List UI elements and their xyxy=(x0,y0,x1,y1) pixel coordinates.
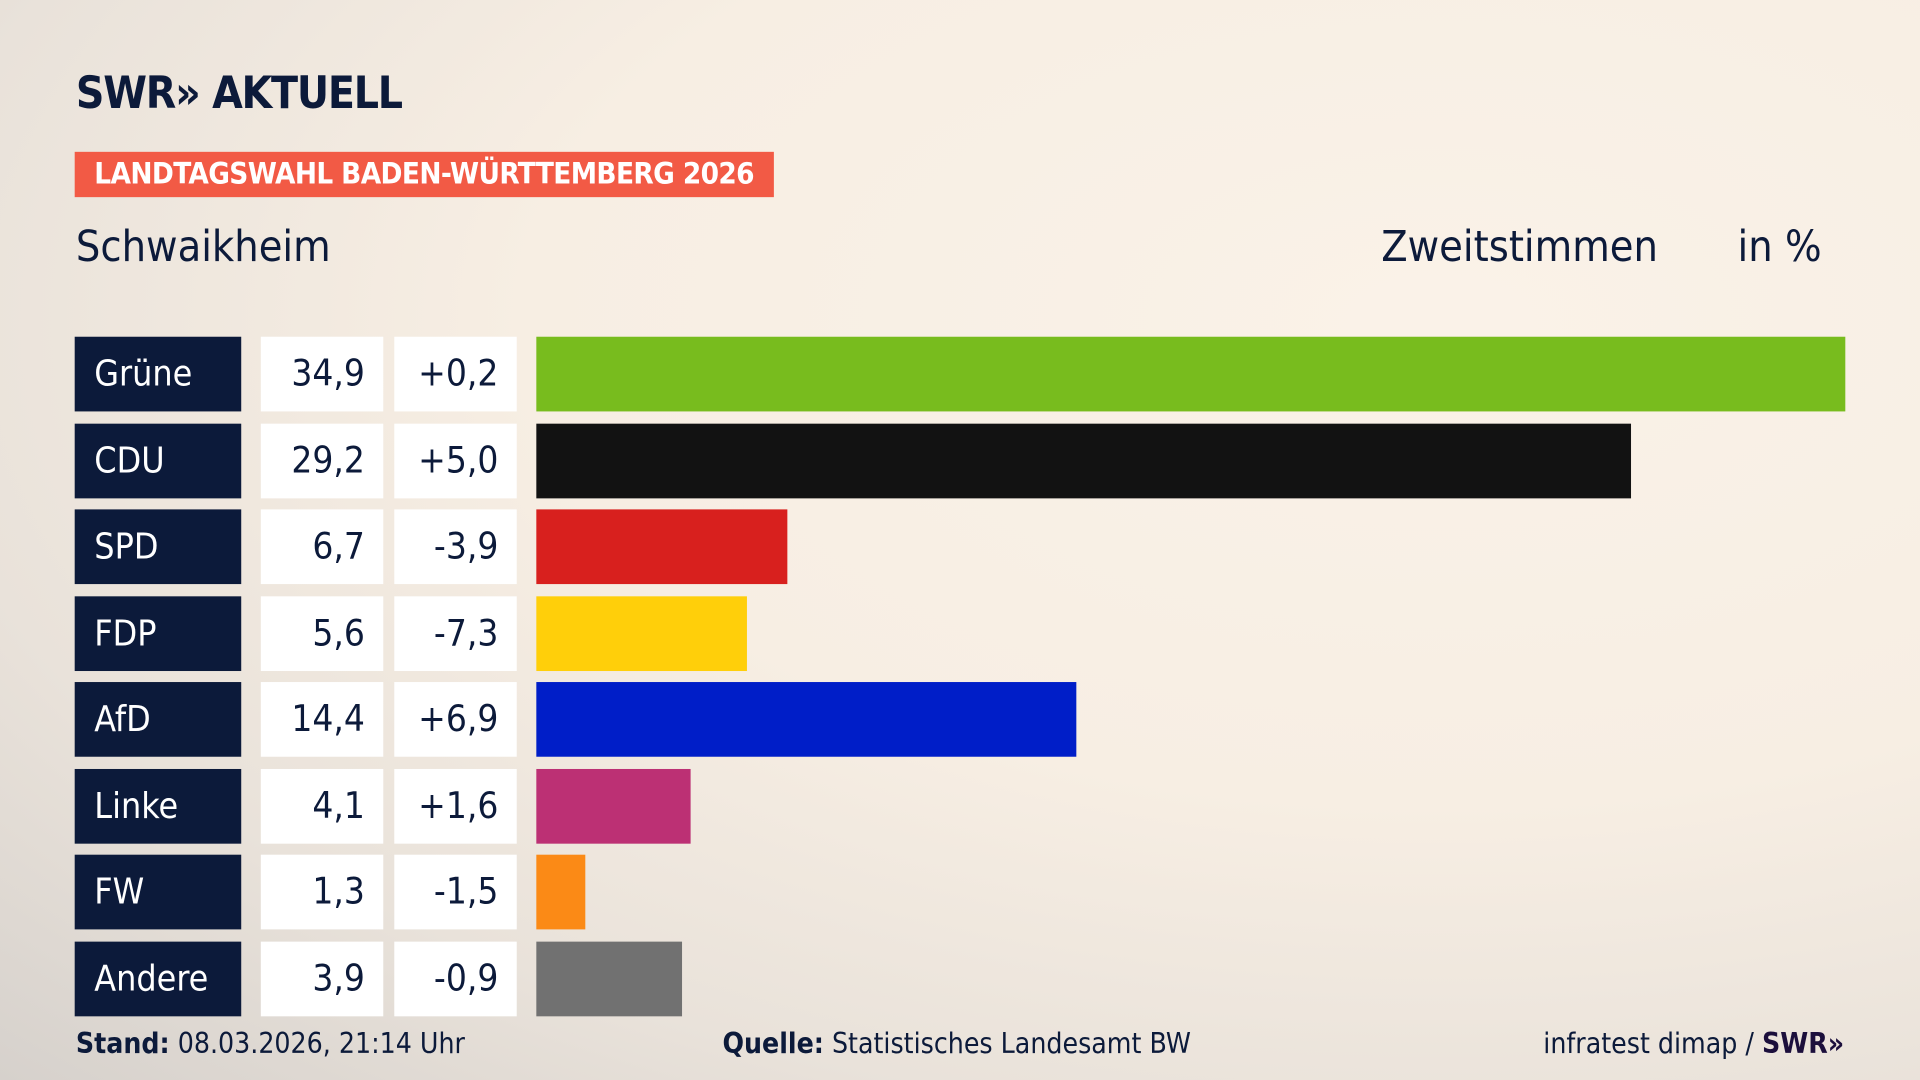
diff-label: -3,9 xyxy=(394,509,517,585)
party-label: FDP xyxy=(74,595,242,671)
value-label: 6,7 xyxy=(260,509,384,585)
value-label: 3,9 xyxy=(260,941,384,1016)
diff-label: -0,9 xyxy=(394,941,517,1016)
value-label: 1,3 xyxy=(260,854,384,930)
bar xyxy=(536,423,1632,498)
stand-label: Stand: xyxy=(75,1028,170,1061)
bar xyxy=(536,336,1846,412)
value-label: 29,2 xyxy=(260,423,384,498)
diff-label: -7,3 xyxy=(394,595,517,671)
bar xyxy=(536,509,788,585)
value-label: 14,4 xyxy=(260,682,384,757)
bar xyxy=(536,941,683,1016)
diff-label: +1,6 xyxy=(394,768,517,844)
party-label: SPD xyxy=(74,509,242,585)
credit: infratest dimap / SWR» xyxy=(1543,1029,1844,1061)
party-label: AfD xyxy=(74,682,242,757)
source-value: Statistisches Landesamt BW xyxy=(831,1028,1191,1061)
election-badge: LANDTAGSWAHL BADEN-WÜRTTEMBERG 2026 xyxy=(74,151,774,198)
party-label: CDU xyxy=(74,423,242,498)
party-label: Andere xyxy=(74,941,242,1016)
party-label: FW xyxy=(74,854,242,930)
timestamp: Stand: 08.03.2026, 21:14 Uhr xyxy=(76,1029,465,1061)
bar xyxy=(536,854,586,930)
party-label: Linke xyxy=(74,768,242,844)
unit-label: in % xyxy=(1737,222,1822,272)
diff-label: -1,5 xyxy=(394,854,517,930)
value-label: 4,1 xyxy=(260,768,384,844)
source-label: Quelle: xyxy=(722,1028,824,1061)
bar xyxy=(536,768,691,844)
metric-label: Zweitstimmen xyxy=(1381,222,1658,272)
value-label: 5,6 xyxy=(260,595,384,671)
diff-label: +0,2 xyxy=(394,336,517,412)
source: Quelle: Statistisches Landesamt BW xyxy=(722,1029,1190,1061)
diff-label: +6,9 xyxy=(394,682,517,757)
credit-text: infratest dimap / xyxy=(1543,1028,1762,1061)
bar xyxy=(536,682,1077,757)
party-label: Grüne xyxy=(74,336,242,412)
diff-label: +5,0 xyxy=(394,423,517,498)
stand-value: 08.03.2026, 21:14 Uhr xyxy=(177,1028,465,1061)
swr-aktuell-logo: SWR» AKTUELL xyxy=(75,68,403,119)
swr-logo: SWR» xyxy=(1761,1028,1845,1061)
bar xyxy=(536,595,747,671)
region-title: Schwaikheim xyxy=(75,222,331,272)
value-label: 34,9 xyxy=(260,336,384,412)
